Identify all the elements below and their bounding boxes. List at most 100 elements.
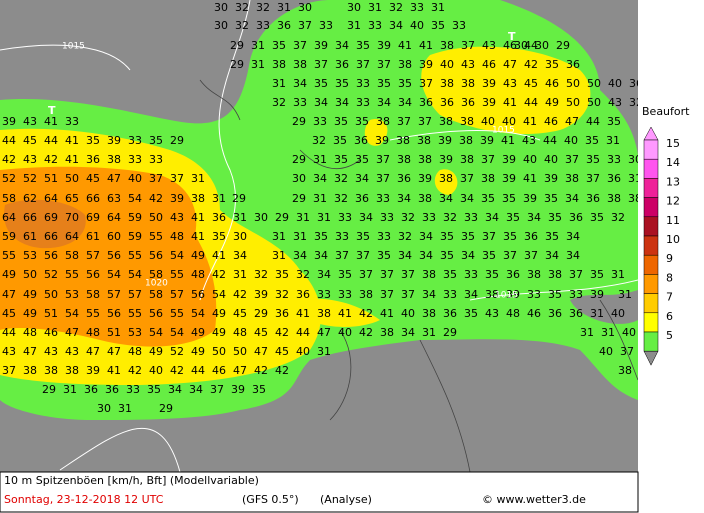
gust-value: 45 <box>275 345 289 358</box>
gust-value: 35 <box>464 307 478 320</box>
gust-value: 29 <box>443 326 457 339</box>
gust-value: 47 <box>503 58 517 71</box>
gust-value: 50 <box>566 77 580 90</box>
legend-label: 10 <box>666 233 680 246</box>
gust-value: 32 <box>256 1 270 14</box>
gust-value: 41 <box>107 364 121 377</box>
gust-value: 41 <box>338 307 352 320</box>
gust-value: 46 <box>545 77 559 90</box>
gust-value: 54 <box>107 268 121 281</box>
gust-value: 43 <box>44 345 58 358</box>
gust-value: 35 <box>440 230 454 243</box>
gust-value: 29 <box>230 58 244 71</box>
gust-value: 55 <box>128 307 142 320</box>
gust-value: 56 <box>44 249 58 262</box>
gust-value: 64 <box>2 211 16 224</box>
legend-label: 12 <box>666 195 680 208</box>
gust-value: 40 <box>622 326 636 339</box>
gust-value: 33 <box>410 1 424 14</box>
gust-value: 56 <box>191 288 205 301</box>
gust-value: 51 <box>107 326 121 339</box>
gust-value: 48 <box>23 326 37 339</box>
gust-value: 31 <box>611 268 625 281</box>
gust-value: 38 <box>422 307 436 320</box>
gust-value: 35 <box>545 230 559 243</box>
gust-value: 37 <box>419 77 433 90</box>
gust-value: 34 <box>422 288 436 301</box>
gust-value: 48 <box>86 326 100 339</box>
gust-value: 43 <box>522 134 536 147</box>
gust-value: 44 <box>543 134 557 147</box>
gust-value: 48 <box>170 230 184 243</box>
gust-value: 31 <box>212 192 226 205</box>
gust-value: 59 <box>128 230 142 243</box>
gust-value: 30 <box>298 1 312 14</box>
description: 10 m Spitzenböen [km/h, Bft] (Modellvari… <box>4 474 259 487</box>
gust-value: 31 <box>628 172 642 185</box>
gust-value: 31 <box>118 402 132 415</box>
gust-value: 52 <box>44 268 58 281</box>
gust-value: 33 <box>128 153 142 166</box>
gust-value: 35 <box>334 115 348 128</box>
gust-value: 36 <box>506 268 520 281</box>
legend-label: 14 <box>666 156 680 169</box>
gust-value: 40 <box>599 345 613 358</box>
gust-value: 47 <box>2 288 16 301</box>
gust-value: 69 <box>86 211 100 224</box>
gust-value: 46 <box>44 326 58 339</box>
gust-value: 35 <box>548 211 562 224</box>
gust-value: 36 <box>607 172 621 185</box>
gust-value: 58 <box>149 268 163 281</box>
gust-value: 35 <box>545 58 559 71</box>
gust-value: 34 <box>293 77 307 90</box>
gust-value: 34 <box>398 249 412 262</box>
gust-value: 31 <box>606 134 620 147</box>
gust-value: 54 <box>212 288 226 301</box>
gust-value: 42 <box>275 364 289 377</box>
gust-value: 42 <box>2 153 16 166</box>
gust-value: 40 <box>544 153 558 166</box>
gust-value: 34 <box>313 172 327 185</box>
gust-value: 38 <box>460 115 474 128</box>
gust-value: 44 <box>2 134 16 147</box>
gust-value: 38 <box>317 307 331 320</box>
legend-label: 9 <box>666 252 673 265</box>
gust-value: 43 <box>23 153 37 166</box>
gust-value: 39 <box>502 153 516 166</box>
gust-value: 39 <box>482 96 496 109</box>
gust-value: 64 <box>44 192 58 205</box>
gust-value: 34 <box>398 96 412 109</box>
gust-value: 39 <box>231 383 245 396</box>
gust-value: 40 <box>502 115 516 128</box>
gust-value: 39 <box>377 39 391 52</box>
gust-value: 51 <box>44 307 58 320</box>
gust-value: 63 <box>107 192 121 205</box>
gust-value: 36 <box>586 192 600 205</box>
gust-value: 29 <box>292 192 306 205</box>
gust-value: 33 <box>464 211 478 224</box>
gust-value: 43 <box>482 39 496 52</box>
gust-value: 54 <box>170 326 184 339</box>
gust-value: 32 <box>389 1 403 14</box>
gust-value: 38 <box>398 58 412 71</box>
gust-value: 34 <box>527 211 541 224</box>
gust-value: 31 <box>191 172 205 185</box>
gust-value: 30 <box>254 211 268 224</box>
gust-value: 31 <box>251 58 265 71</box>
gust-value: 32 <box>254 268 268 281</box>
gust-value: 36 <box>461 96 475 109</box>
gust-value: 38 <box>527 268 541 281</box>
legend-label: 5 <box>666 329 673 342</box>
isobar-label: 1020 <box>145 279 168 289</box>
gust-value: 31 <box>251 39 265 52</box>
gust-value: 39 <box>107 134 121 147</box>
gust-value: 54 <box>170 249 184 262</box>
gust-value: 29 <box>159 402 173 415</box>
gust-value: 55 <box>170 307 184 320</box>
gust-value: 64 <box>65 230 79 243</box>
gust-value: 49 <box>23 307 37 320</box>
gust-value: 32 <box>611 211 625 224</box>
legend-label: 7 <box>666 291 673 304</box>
gust-value: 39 <box>418 172 432 185</box>
model: (GFS 0.5°) <box>242 493 299 506</box>
